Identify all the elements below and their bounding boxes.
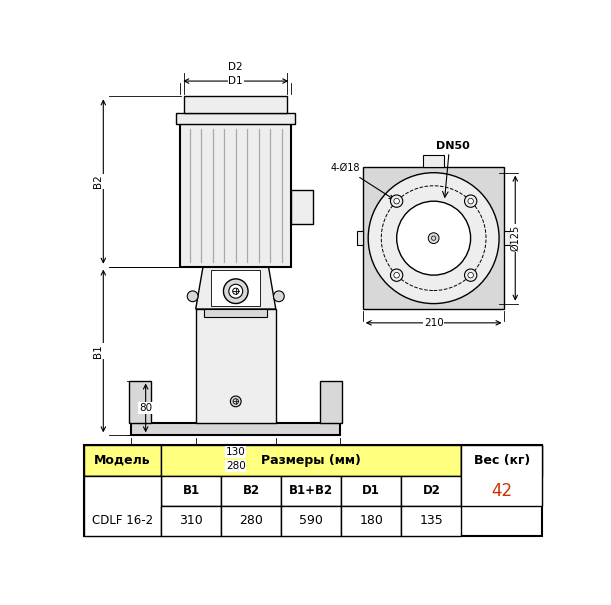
Text: 590: 590 — [299, 514, 323, 528]
Text: 280: 280 — [240, 514, 263, 528]
Bar — [84, 476, 161, 506]
Bar — [161, 476, 221, 506]
Bar — [341, 476, 401, 506]
Bar — [180, 124, 291, 267]
Text: CDLF 16-2: CDLF 16-2 — [92, 514, 153, 528]
Text: D2: D2 — [422, 484, 441, 497]
Circle shape — [428, 233, 439, 244]
Circle shape — [390, 195, 403, 208]
Circle shape — [274, 291, 284, 302]
Polygon shape — [196, 267, 276, 309]
Text: B2: B2 — [243, 484, 260, 497]
Circle shape — [397, 201, 470, 275]
Text: D1: D1 — [362, 484, 380, 497]
Text: DN50: DN50 — [436, 141, 470, 151]
Text: 180: 180 — [359, 514, 383, 528]
Text: 130: 130 — [226, 447, 246, 457]
Bar — [320, 381, 342, 423]
Bar — [461, 445, 542, 476]
Circle shape — [390, 269, 403, 281]
Circle shape — [394, 198, 400, 204]
Bar — [423, 155, 444, 168]
Bar — [341, 506, 401, 536]
Bar — [291, 189, 313, 224]
Text: B1: B1 — [183, 484, 200, 497]
Text: 310: 310 — [179, 514, 203, 528]
Text: 280: 280 — [226, 461, 246, 471]
Text: 42: 42 — [491, 482, 513, 500]
Text: Модель: Модель — [94, 454, 151, 467]
Bar — [281, 476, 341, 506]
Bar — [204, 309, 268, 316]
Text: D1: D1 — [229, 76, 243, 86]
Text: 80: 80 — [139, 403, 152, 413]
Bar — [505, 231, 510, 245]
Bar — [461, 445, 542, 506]
Text: Вес (кг): Вес (кг) — [474, 454, 530, 467]
Circle shape — [468, 198, 474, 204]
Text: 4-Ø18: 4-Ø18 — [331, 163, 393, 199]
Circle shape — [464, 269, 477, 281]
Text: 135: 135 — [420, 514, 443, 528]
Text: B1+B2: B1+B2 — [289, 484, 333, 497]
Text: 210: 210 — [424, 318, 444, 328]
Bar — [196, 309, 276, 423]
Circle shape — [230, 396, 241, 407]
Bar — [281, 506, 341, 536]
Bar — [401, 506, 461, 536]
Circle shape — [187, 291, 198, 302]
Bar — [131, 423, 340, 435]
Bar — [84, 476, 161, 536]
Bar — [401, 476, 461, 506]
Bar — [84, 445, 161, 476]
Circle shape — [468, 272, 474, 278]
Bar — [184, 96, 287, 113]
Circle shape — [464, 195, 477, 208]
Bar — [161, 445, 461, 476]
Text: D2: D2 — [229, 62, 243, 72]
Bar — [177, 113, 295, 124]
Circle shape — [224, 279, 248, 304]
Bar — [363, 168, 505, 309]
Bar — [84, 445, 542, 536]
Bar — [211, 270, 260, 306]
Bar — [130, 381, 151, 423]
Text: Размеры (мм): Размеры (мм) — [262, 454, 361, 467]
Bar — [221, 476, 281, 506]
Circle shape — [229, 284, 243, 298]
Text: B2: B2 — [93, 175, 103, 188]
Circle shape — [394, 272, 400, 278]
Text: B1: B1 — [93, 344, 103, 358]
Circle shape — [368, 172, 499, 304]
Bar — [161, 506, 221, 536]
Text: Ø125: Ø125 — [510, 225, 520, 251]
Bar — [357, 231, 363, 245]
Bar — [221, 506, 281, 536]
